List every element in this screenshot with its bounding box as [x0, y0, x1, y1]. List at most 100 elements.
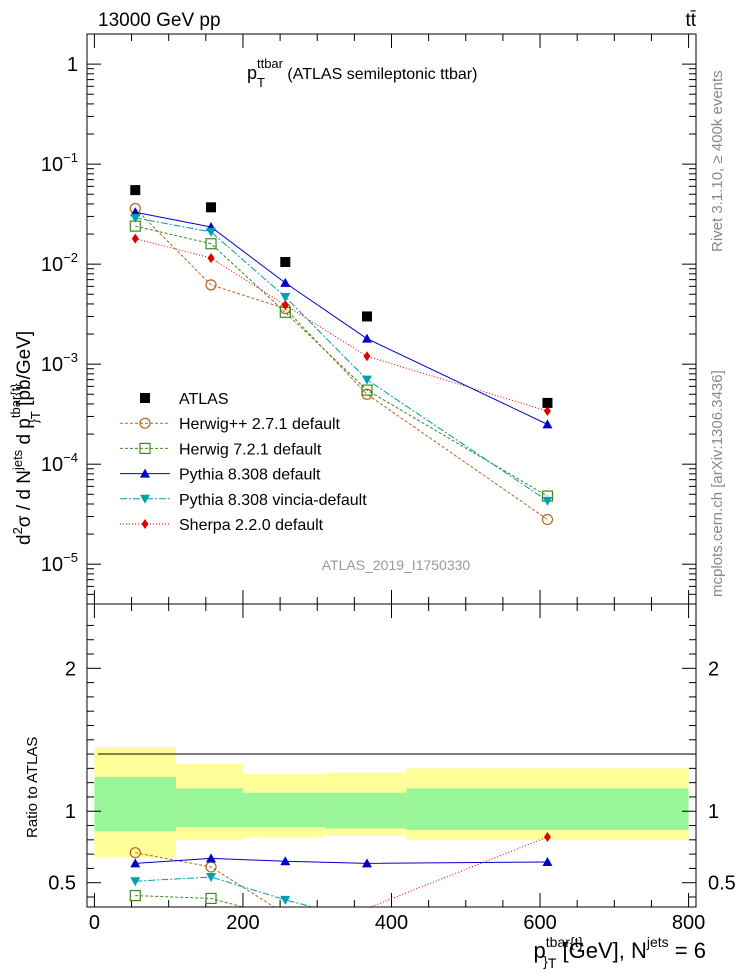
main-y-tick-base: 10 [41, 154, 63, 176]
ratio-series-point [543, 831, 551, 842]
legend-label: ATLAS [179, 391, 229, 408]
ratio-series-point [129, 889, 141, 902]
data-point [280, 257, 291, 268]
main-y-tick-label: 1 [67, 54, 78, 76]
data-point [206, 202, 217, 213]
series-point [361, 388, 373, 400]
series-point [280, 292, 291, 302]
y-label-dp: d p [14, 418, 35, 450]
x-label-gev: [GeV], N [556, 938, 646, 963]
y-label-units: [pb/GeV] [14, 331, 35, 411]
legend-marker [141, 519, 149, 529]
series-point [361, 333, 372, 343]
legend-marker [139, 417, 151, 429]
ratio-stat-band [324, 792, 407, 829]
main-y-tick-base: 10 [41, 354, 63, 376]
ratio-stat-band [94, 776, 177, 832]
ratio-panel: 0.5 0.5 1 1 2 2 0 200 400 600 800 Ratio to ATLAS p… [24, 603, 736, 971]
series-line [135, 225, 548, 497]
ratio-ticks: 0.5 0.5 1 1 2 2 0 200 400 600 800 [48, 604, 736, 934]
main-y-tick-exp: −1 [63, 150, 78, 165]
data-points-layer [130, 185, 553, 408]
ratio-series-point [280, 895, 291, 905]
legend-label: Sherpa 2.2.0 default [179, 517, 324, 534]
plot-title: pTttbar (ATLAS semileptonic ttbar) [247, 56, 477, 90]
legend-marker [140, 494, 150, 504]
x-label-T: T [548, 955, 557, 971]
ratio-stat-band [406, 788, 689, 830]
main-y-tick-base: 10 [41, 254, 63, 276]
series-point [131, 233, 139, 244]
plot-title-superscript: ttbar [257, 56, 284, 71]
main-y-tick-exp: −3 [63, 350, 78, 365]
main-panel: 110−110−210−310−410−5 pTttbar (ATLAS sem… [8, 33, 697, 605]
series-point [130, 213, 141, 223]
ratio-stat-band [242, 792, 325, 827]
x-label-jets: jets [646, 934, 669, 950]
series-point [543, 406, 551, 417]
ratio-series-line [135, 876, 315, 907]
main-ticks: 110−110−210−310−410−5 [41, 34, 696, 604]
ratio-series-line [135, 895, 245, 907]
legend-label: Pythia 8.308 vincia-default [179, 492, 367, 509]
plot-title-subscript: T [257, 75, 265, 90]
ratio-series-point [205, 892, 217, 905]
y-label-jets: jets [10, 449, 25, 471]
ratio-series-point [542, 856, 553, 866]
y-label-sigma: σ / d N [14, 470, 35, 527]
rivet-label: Rivet 3.1.10, ≥ 400k events [709, 70, 726, 252]
main-y-tick-exp: −4 [63, 450, 78, 465]
ratio-y-axis-label: Ratio to ATLAS [24, 737, 41, 838]
ratio-series-line [135, 852, 275, 907]
ratio-series-line [135, 857, 548, 864]
x-tick-label: 800 [672, 912, 705, 934]
main-y-axis-label: d2σ / d Njets d ptbar{t}}T [pb/GeV] [8, 331, 43, 545]
main-series-layer [129, 202, 554, 526]
ratio-y-tick-label-right: 2 [708, 658, 719, 680]
ratio-series-point [130, 858, 141, 868]
legend-label: Herwig 7.2.1 default [179, 441, 322, 458]
ratio-series-point [361, 858, 372, 868]
ratio-series-point [206, 872, 217, 882]
watermark-label: ATLAS_2019_I1750330 [322, 557, 471, 573]
mcplots-label: mcplots.cern.ch [arXiv:1306.3436] [709, 370, 726, 597]
series-point [205, 279, 217, 291]
ratio-y-tick-label: 0.5 [48, 873, 76, 895]
legend-label: Herwig++ 2.7.1 default [179, 416, 341, 433]
ratio-series-point [130, 877, 141, 887]
legend-marker [140, 393, 150, 403]
x-tick-label: 600 [523, 912, 556, 934]
data-point [542, 397, 553, 408]
plot-title-rest: (ATLAS semileptonic ttbar) [283, 66, 477, 83]
series-point [281, 300, 289, 311]
main-y-tick-base: 1 [67, 54, 78, 76]
x-label-sub: } [543, 953, 548, 969]
header-left-label: 13000 GeV pp [98, 10, 221, 31]
series-point [542, 496, 553, 506]
series-point [205, 238, 217, 250]
series-point [361, 375, 372, 385]
y-label-T: } [26, 418, 41, 423]
main-y-tick-label: 10−4 [41, 450, 78, 476]
x-label-p: p [534, 938, 546, 963]
y-label-d2: d [14, 534, 35, 545]
y-label-tbar: tbar{t} [8, 383, 23, 418]
ratio-stat-band [176, 788, 243, 827]
series-point [541, 513, 554, 526]
plot-title-symbol: p [247, 63, 257, 83]
ratio-series-point [206, 853, 217, 863]
x-tick-label: 0 [89, 912, 100, 934]
ratio-series-point [280, 856, 291, 866]
series-point [207, 253, 215, 264]
main-y-tick-base: 10 [41, 554, 63, 576]
header-right-label: tt̄ [685, 10, 696, 31]
y-label-T2: T [28, 411, 43, 419]
series-point [280, 277, 291, 287]
series-line [135, 238, 548, 412]
legend-marker [139, 442, 151, 454]
legend-marker [140, 468, 150, 478]
main-y-tick-label: 10−3 [41, 350, 78, 376]
main-y-tick-label: 10−1 [41, 150, 78, 176]
x-label-eq: = 6 [669, 938, 706, 963]
